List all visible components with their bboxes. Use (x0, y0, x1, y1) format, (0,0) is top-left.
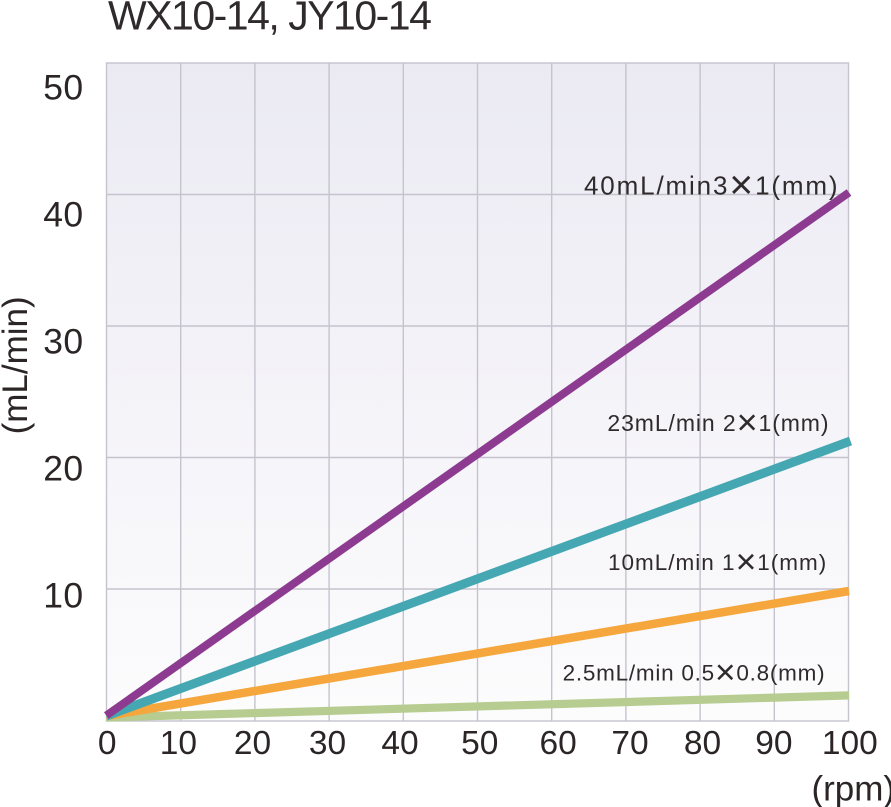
svg-text:WX10-14, JY10-14: WX10-14, JY10-14 (108, 0, 431, 39)
svg-text:80: 80 (684, 725, 721, 762)
svg-text:10: 10 (43, 576, 83, 616)
svg-text:50: 50 (43, 68, 83, 108)
svg-text:50: 50 (461, 725, 498, 762)
svg-text:40: 40 (43, 195, 83, 235)
svg-text:30: 30 (309, 725, 346, 762)
svg-text:20: 20 (43, 449, 83, 489)
svg-text:60: 60 (539, 725, 576, 762)
svg-text:90: 90 (755, 725, 792, 762)
svg-text:10: 10 (160, 725, 197, 762)
svg-text:30: 30 (43, 322, 83, 362)
svg-text:40: 40 (381, 725, 418, 762)
svg-text:0: 0 (98, 725, 117, 762)
svg-text:100: 100 (822, 725, 878, 762)
svg-text:70: 70 (611, 725, 648, 762)
svg-text:20: 20 (234, 725, 271, 762)
svg-text:(rpm): (rpm) (812, 770, 891, 807)
svg-text:(mL/min): (mL/min) (0, 296, 35, 434)
